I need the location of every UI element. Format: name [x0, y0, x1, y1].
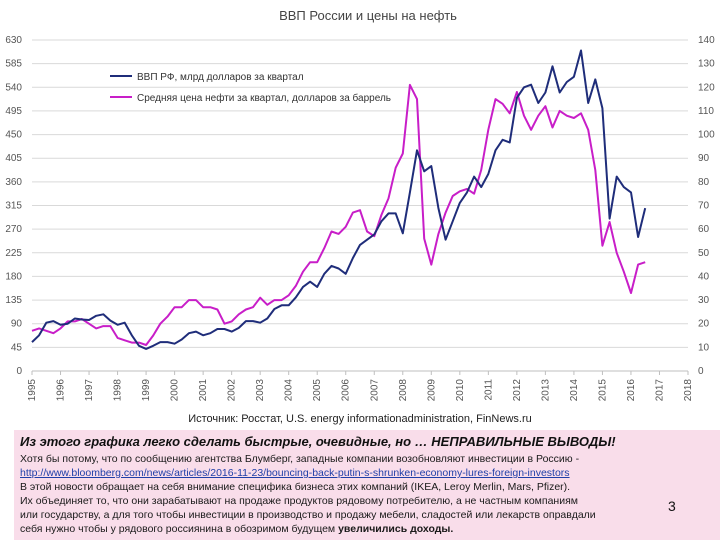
x-tick-label: 1996 — [56, 379, 67, 402]
note-line-3: В этой новости обращает на себя внимание… — [20, 481, 571, 493]
y-right-tick-label: 100 — [698, 130, 715, 141]
gdp-series-line — [31, 49, 647, 350]
y-left-tick-label: 495 — [5, 106, 22, 117]
note-line-1: Хотя бы потому, что по сообщению агентст… — [20, 453, 580, 465]
x-tick-label: 2001 — [198, 379, 209, 402]
source-caption: Источник: Росстат, U.S. energy informati… — [188, 413, 532, 425]
x-tick-label: 2000 — [170, 379, 181, 402]
x-tick-label: 2012 — [512, 379, 523, 402]
x-tick-label: 2005 — [312, 379, 323, 402]
chart-background — [0, 0, 720, 430]
legend-label-oil: Средняя цена нефти за квартал, долларов … — [137, 92, 391, 104]
y-right-tick-label: 130 — [698, 59, 715, 70]
y-right-tick-label: 20 — [698, 319, 710, 330]
y-left-tick-label: 630 — [5, 35, 22, 46]
chart-svg: ВВП России и цены на нефть 0 45 90 135 180 22… — [0, 0, 720, 430]
y-right-tick-label: 70 — [698, 201, 710, 212]
gridlines — [32, 39, 688, 372]
x-tick-label: 2013 — [540, 379, 551, 402]
y-right-tick-label: 50 — [698, 248, 710, 259]
series-lines — [31, 49, 647, 350]
x-tick-label: 2002 — [227, 379, 238, 402]
note-line-6-text: себя нужно чтобы у рядового россиянина в… — [20, 523, 339, 535]
y-left-tick-label: 45 — [11, 342, 23, 353]
y-left-tick-label: 0 — [16, 366, 22, 377]
y-left-tick-label: 315 — [5, 201, 22, 212]
y-right-tick-label: 30 — [698, 295, 710, 306]
note-line-6-bold: увеличились доходы. — [338, 523, 454, 535]
y-left-tick-label: 585 — [5, 59, 22, 70]
x-tick-label: 2015 — [597, 379, 608, 402]
y-left-tick-label: 135 — [5, 295, 22, 306]
x-tick-label: 2014 — [569, 379, 580, 402]
x-tick-label: 2009 — [426, 379, 437, 402]
x-tick-label: 1995 — [27, 379, 38, 402]
chart-area: ВВП России и цены на нефть 0 45 90 135 180 22… — [0, 0, 720, 430]
y-right-tick-label: 120 — [698, 82, 715, 93]
note-line-6: себя нужно чтобы у рядового россиянина в… — [20, 522, 712, 536]
y-right-tick-label: 140 — [698, 35, 715, 46]
bloomberg-link[interactable]: http://www.bloomberg.com/news/articles/2… — [20, 467, 570, 479]
y-left-tick-label: 540 — [5, 82, 22, 93]
x-tick-label: 2016 — [626, 379, 637, 402]
legend: ВВП РФ, млрд долларов за квартал Средняя … — [110, 72, 391, 104]
x-tick-label: 2004 — [284, 379, 295, 402]
x-tick-label: 2018 — [683, 379, 694, 402]
y-right-tick-label: 110 — [698, 106, 714, 117]
oil-price-series-line — [31, 83, 646, 346]
x-tick-label: 2006 — [341, 379, 352, 402]
y-left-tick-label: 450 — [5, 130, 22, 141]
y-left-tick-label: 180 — [5, 271, 22, 282]
y-left-tick-label: 270 — [5, 224, 22, 235]
note-line-4: Их объединяет то, что они зарабатывают н… — [20, 495, 578, 507]
legend-label-gdp: ВВП РФ, млрд долларов за квартал — [137, 72, 304, 83]
y-right-tick-label: 0 — [698, 366, 704, 377]
note-line-5: или государству, а для того чтобы инвест… — [20, 509, 596, 521]
x-tick-label: 1998 — [113, 379, 124, 402]
y-left-tick-label: 405 — [5, 153, 22, 164]
y-left-tick-label: 225 — [5, 248, 22, 259]
x-tick-label: 2017 — [654, 379, 665, 402]
x-tick-label: 1997 — [84, 379, 95, 402]
x-tick-label: 2010 — [455, 379, 466, 402]
y-right-tick-label: 40 — [698, 271, 710, 282]
chart-title: ВВП России и цены на нефть — [279, 8, 457, 23]
y-left-tick-label: 360 — [5, 177, 22, 188]
page-number: 3 — [668, 498, 676, 514]
x-tick-label: 2003 — [255, 379, 266, 402]
x-tick-label: 2011 — [483, 379, 494, 401]
x-tick-label: 2007 — [369, 379, 380, 402]
y-right-tick-label: 90 — [698, 153, 710, 164]
x-tick-label: 1999 — [141, 379, 152, 402]
note-heading: Из этого графика легко сделать быстрые, … — [20, 434, 616, 449]
axes: 0 45 90 135 180 225 270 315 360 405 450 495 540 585 63… — [5, 35, 715, 401]
x-tick-label: 2008 — [398, 379, 409, 402]
y-left-tick-label: 90 — [11, 319, 23, 330]
note-box: Из этого графика легко сделать быстрые, … — [14, 430, 720, 540]
y-right-tick-label: 60 — [698, 224, 710, 235]
y-right-tick-label: 80 — [698, 177, 710, 188]
y-right-tick-label: 10 — [698, 342, 710, 353]
